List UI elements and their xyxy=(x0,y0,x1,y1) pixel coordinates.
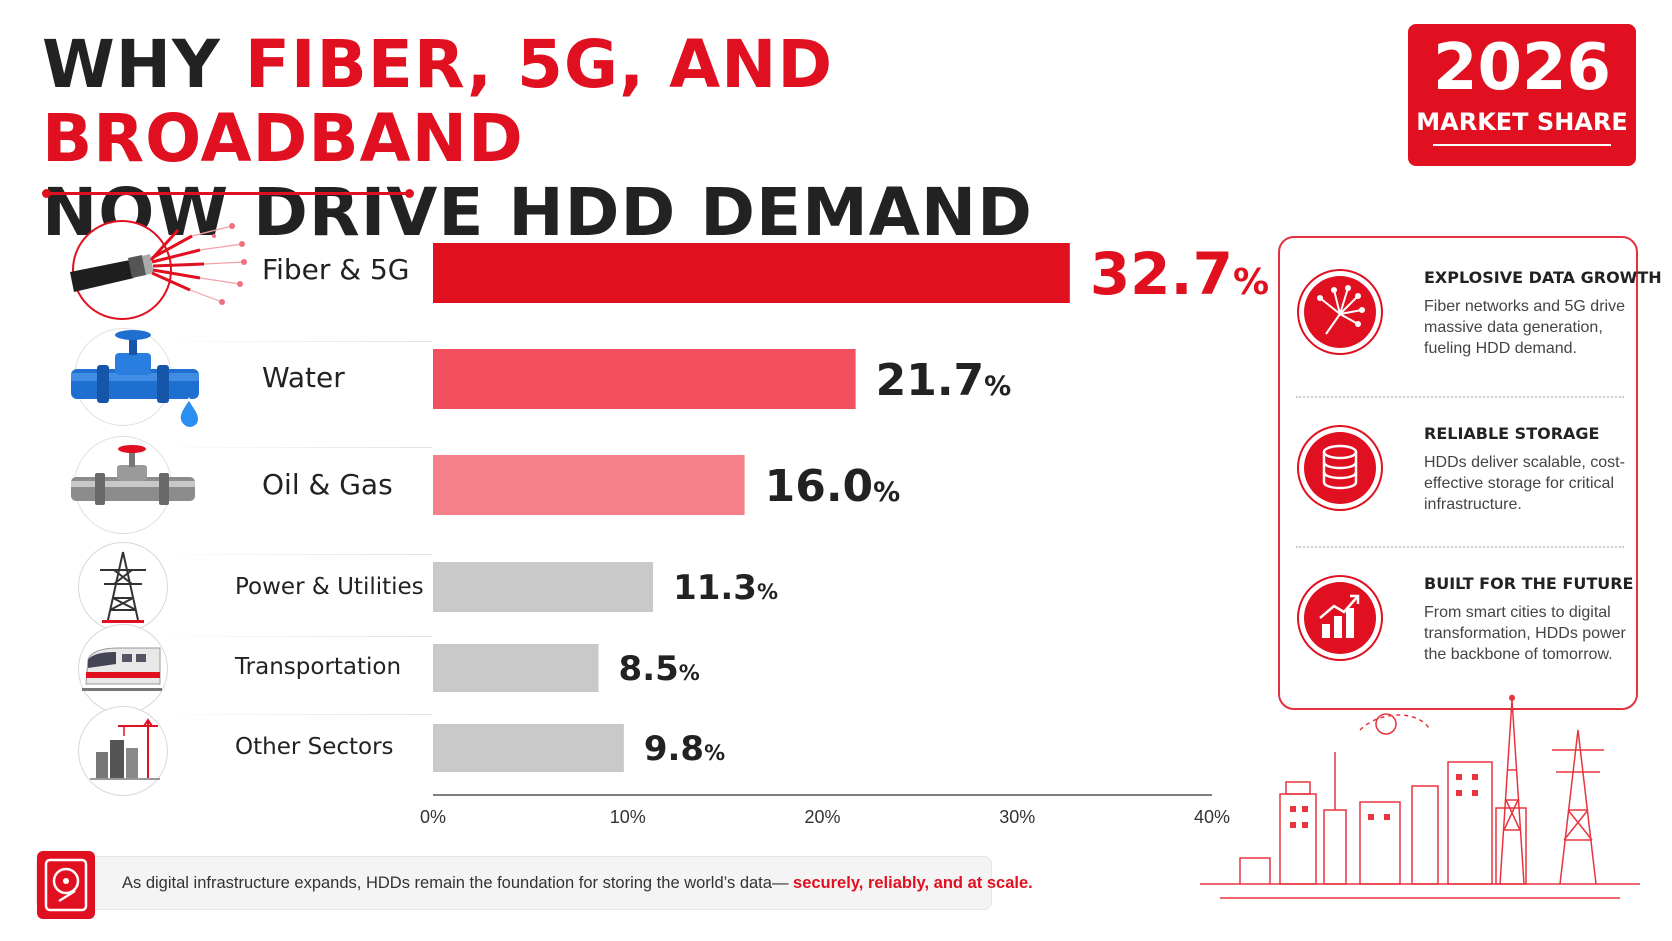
bar xyxy=(433,562,654,612)
bar xyxy=(433,644,599,692)
feature-title: RELIABLE STORAGE xyxy=(1424,424,1600,443)
city-skyline-illustration xyxy=(1200,690,1646,925)
bar xyxy=(433,724,624,772)
fiber-cable-icon xyxy=(70,220,247,320)
row-divider xyxy=(150,554,432,555)
hard-drive-icon xyxy=(37,851,95,919)
category-label: Oil & Gas xyxy=(262,468,393,501)
category-label: Power & Utilities xyxy=(235,574,424,600)
x-tick-label: 20% xyxy=(804,807,840,827)
x-tick-label: 40% xyxy=(1194,807,1230,827)
fiber-optic-icon xyxy=(1296,268,1384,356)
row-divider xyxy=(150,447,432,448)
row-divider xyxy=(150,636,432,637)
value-label: 11.3% xyxy=(673,568,778,608)
feature-description: From smart cities to digital transformat… xyxy=(1424,604,1626,663)
oil-gas-pipe-icon xyxy=(71,436,195,534)
x-tick-label: 0% xyxy=(420,807,446,827)
row-divider xyxy=(150,714,432,715)
title-highlight: FIBER, 5G, AND BROADBAND xyxy=(42,26,834,177)
value-label: 21.7% xyxy=(876,355,1012,406)
feature-title: BUILT FOR THE FUTURE xyxy=(1424,574,1634,593)
database-icon xyxy=(1296,424,1384,512)
value-label: 9.8% xyxy=(644,729,725,769)
title-line-2: NOW DRIVE HDD DEMAND xyxy=(42,174,1033,251)
badge-rule xyxy=(1433,144,1611,146)
train-icon xyxy=(78,624,168,714)
power-tower-icon xyxy=(78,542,168,632)
badge-year: 2026 xyxy=(1432,31,1612,105)
title-line-1: WHY FIBER, 5G, AND BROADBAND xyxy=(42,28,1222,176)
category-label: Transportation xyxy=(235,654,402,680)
bar xyxy=(433,455,745,515)
footer-message: As digital infrastructure expands, HDDs … xyxy=(122,874,1033,893)
x-tick-label: 30% xyxy=(999,807,1035,827)
badge-label: MARKET SHARE xyxy=(1416,108,1628,136)
feature-description: HDDs deliver scalable, cost-effective st… xyxy=(1424,454,1625,513)
feature-title: EXPLOSIVE DATA GROWTH xyxy=(1424,268,1662,287)
feature-item: BUILT FOR THE FUTURE From smart cities t… xyxy=(1296,574,1633,704)
title-underline xyxy=(42,189,414,198)
x-tick-label: 10% xyxy=(610,807,646,827)
category-label: Water xyxy=(262,361,345,394)
row-divider xyxy=(150,341,432,342)
feature-divider xyxy=(1296,396,1624,398)
bar xyxy=(433,243,1070,303)
city-crane-icon xyxy=(78,706,168,796)
feature-description: Fiber networks and 5G drive massive data… xyxy=(1424,298,1625,357)
footer-banner: As digital infrastructure expands, HDDs … xyxy=(36,851,1033,919)
value-label: 32.7% xyxy=(1090,240,1269,308)
value-label: 8.5% xyxy=(619,649,700,689)
footer-emphasis: securely, reliably, and at scale. xyxy=(793,874,1033,892)
feature-item: RELIABLE STORAGE HDDs deliver scalable, … xyxy=(1296,424,1626,554)
footer-text: As digital infrastructure expands, HDDs … xyxy=(122,874,794,892)
page-title: WHY FIBER, 5G, AND BROADBAND NOW DRIVE H… xyxy=(42,28,1222,250)
water-pipe-icon xyxy=(71,328,201,429)
title-prefix: WHY xyxy=(42,26,245,103)
value-label: 16.0% xyxy=(765,461,901,512)
feature-item: EXPLOSIVE DATA GROWTH Fiber networks and… xyxy=(1296,268,1662,398)
feature-divider xyxy=(1296,546,1624,548)
category-label: Other Sectors xyxy=(235,734,394,760)
growth-chart-icon xyxy=(1296,574,1384,662)
bar xyxy=(433,349,856,409)
market-share-badge: 2026 MARKET SHARE xyxy=(1408,24,1636,166)
category-label: Fiber & 5G xyxy=(262,253,410,286)
feature-panel: EXPLOSIVE DATA GROWTH Fiber networks and… xyxy=(1278,236,1662,710)
